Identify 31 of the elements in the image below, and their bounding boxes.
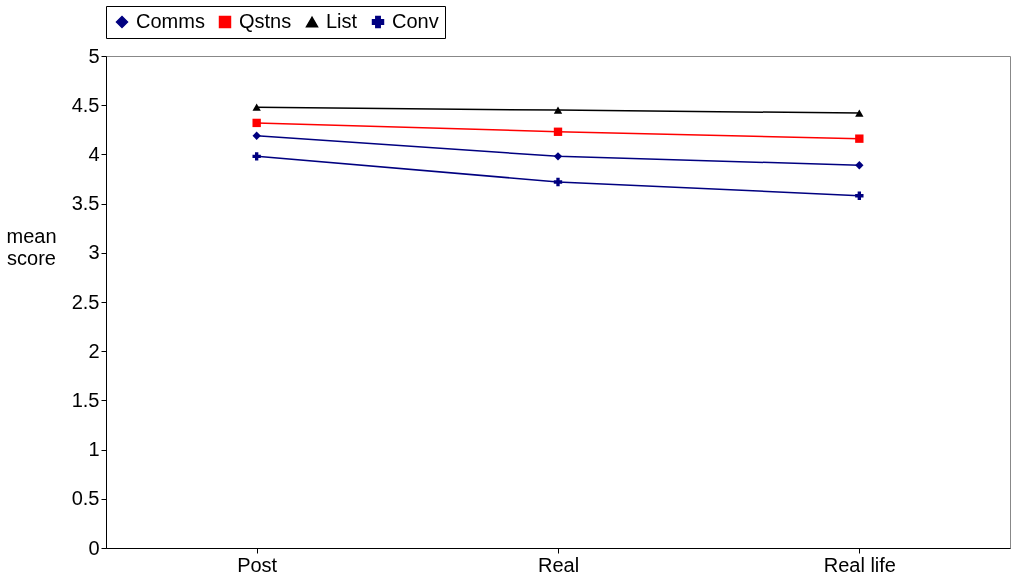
y-tick-label: 2	[88, 339, 100, 362]
legend-label: Comms	[136, 10, 205, 32]
y-tick-label: 1.5	[71, 388, 100, 411]
y-tick-label: 5	[88, 44, 100, 67]
y-tick-label: 3	[88, 241, 100, 264]
point	[553, 127, 563, 136]
y-tick-label: 4.5	[71, 93, 100, 116]
y-tick-label: 2.5	[71, 290, 100, 313]
point	[252, 103, 261, 111]
y-axis-title: mean score	[6, 224, 57, 269]
point	[553, 177, 563, 187]
point	[855, 109, 864, 117]
point	[855, 134, 864, 143]
legend-label: List	[326, 10, 358, 32]
y-tick-label: 4	[88, 142, 100, 165]
point	[553, 152, 563, 161]
y-tick-label: 0	[88, 536, 100, 559]
legend-label: Qstns	[239, 10, 292, 32]
legend-label: Conv	[392, 10, 439, 32]
x-tick-label: Real	[537, 553, 580, 576]
point	[252, 118, 261, 128]
point	[252, 152, 261, 161]
point	[855, 161, 864, 170]
point	[553, 106, 563, 114]
y-tick-label: 0.5	[71, 487, 100, 510]
x-tick-label: Post	[237, 553, 278, 576]
y-tick-label: 1	[88, 438, 100, 461]
point	[252, 131, 261, 140]
x-tick-label: Real life	[823, 553, 896, 576]
y-tick-label: 3.5	[71, 192, 100, 215]
point	[855, 191, 864, 200]
